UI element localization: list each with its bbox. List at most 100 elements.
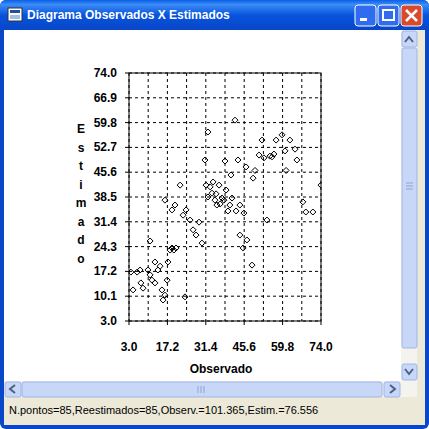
hscroll-track[interactable] — [4, 381, 417, 397]
plot-frame — [129, 73, 321, 321]
app-icon-part — [10, 15, 20, 19]
minor-grid-line-x — [148, 73, 149, 321]
point — [190, 227, 196, 233]
y-axis-label-char: t — [79, 159, 83, 173]
point — [162, 292, 168, 298]
point — [235, 157, 241, 163]
tick-label-y: 10.1 — [94, 289, 118, 303]
minimize-button[interactable] — [355, 5, 376, 26]
arrow — [405, 37, 413, 42]
point — [171, 247, 177, 253]
hscroll-thumb[interactable] — [22, 382, 382, 397]
tick-label-x: 74.0 — [309, 340, 333, 354]
point — [210, 179, 216, 185]
y-axis-label-char: s — [78, 141, 85, 155]
point — [232, 117, 238, 123]
tick-x — [244, 321, 245, 325]
point — [240, 245, 246, 251]
point — [162, 197, 168, 203]
scroll-up[interactable] — [402, 31, 417, 47]
point — [241, 210, 247, 216]
point — [140, 285, 146, 291]
vscroll-track[interactable] — [401, 30, 417, 381]
point — [227, 202, 233, 208]
point — [310, 209, 316, 215]
y-axis-label-char: o — [77, 252, 84, 266]
tick-label-y: 59.8 — [94, 116, 118, 130]
tick-x — [205, 321, 206, 325]
y-axis-label-char: m — [76, 196, 87, 210]
tick-y — [125, 246, 129, 247]
point — [318, 182, 321, 188]
tick-label-x: 3.0 — [121, 340, 138, 354]
scroll-right[interactable] — [384, 382, 400, 397]
maximize-button[interactable] — [378, 5, 399, 26]
window: Diagrama Observados X Estimados N.pontos=… — [0, 0, 429, 429]
close-button[interactable] — [401, 5, 422, 26]
grid-line-y — [129, 246, 321, 247]
point — [249, 262, 255, 268]
tick-y — [125, 97, 129, 98]
minor-grid-line-x — [263, 73, 264, 321]
point — [287, 137, 293, 143]
maximize-glyph — [383, 10, 394, 20]
tick-label-y: 31.4 — [94, 215, 118, 229]
point — [228, 172, 234, 178]
tick-x — [167, 321, 168, 325]
tick-y — [125, 73, 129, 74]
grid — [129, 73, 321, 321]
title-bar — [0, 0, 429, 30]
point — [152, 280, 158, 286]
point — [164, 277, 170, 283]
point — [165, 259, 171, 265]
point — [130, 287, 136, 293]
point — [223, 187, 229, 193]
tick-y — [125, 321, 129, 322]
grid-line-y — [129, 221, 321, 222]
tick-y — [125, 271, 129, 272]
status-text: N.pontos=85,Reestimados=85,Observ.=101.3… — [9, 404, 318, 416]
scroll-left[interactable] — [5, 382, 21, 397]
scroll-down[interactable] — [402, 364, 417, 380]
point — [196, 219, 202, 225]
window-body — [4, 30, 425, 425]
point — [271, 151, 277, 157]
point — [182, 294, 188, 300]
window-title: Diagrama Observados X Estimados — [27, 8, 230, 22]
tick-x — [321, 321, 322, 325]
point — [244, 237, 250, 243]
tick-label-x: 17.2 — [156, 340, 180, 354]
tick-y — [125, 147, 129, 148]
point — [172, 202, 178, 208]
status-bar — [4, 398, 425, 425]
point — [216, 182, 222, 188]
point — [292, 146, 298, 152]
y-axis-label-char: E — [77, 122, 85, 136]
point — [237, 202, 243, 208]
tick-label-y: 38.5 — [94, 190, 118, 204]
point — [261, 155, 267, 161]
point — [229, 195, 235, 201]
minor-grid-line-x — [186, 73, 187, 321]
tick-x — [129, 321, 130, 325]
y-axis-label: Estimado — [76, 122, 87, 266]
tick-label-x: 59.8 — [271, 340, 295, 354]
point — [259, 137, 265, 143]
tick-label-y: 3.0 — [100, 314, 117, 328]
vscroll-thumb[interactable] — [402, 48, 417, 348]
minor-grid-line-x — [301, 73, 302, 321]
grid-line-x — [167, 73, 168, 321]
client-area — [4, 30, 401, 381]
point — [180, 212, 186, 218]
grid-line-x — [282, 73, 283, 321]
tick-label-y: 66.9 — [94, 91, 118, 105]
point — [237, 232, 243, 238]
point — [300, 199, 306, 205]
tick-y — [125, 172, 129, 173]
point — [250, 175, 256, 181]
point — [137, 267, 143, 273]
close-glyph — [406, 10, 417, 21]
point — [282, 148, 288, 154]
point — [294, 157, 300, 163]
point — [303, 209, 309, 215]
